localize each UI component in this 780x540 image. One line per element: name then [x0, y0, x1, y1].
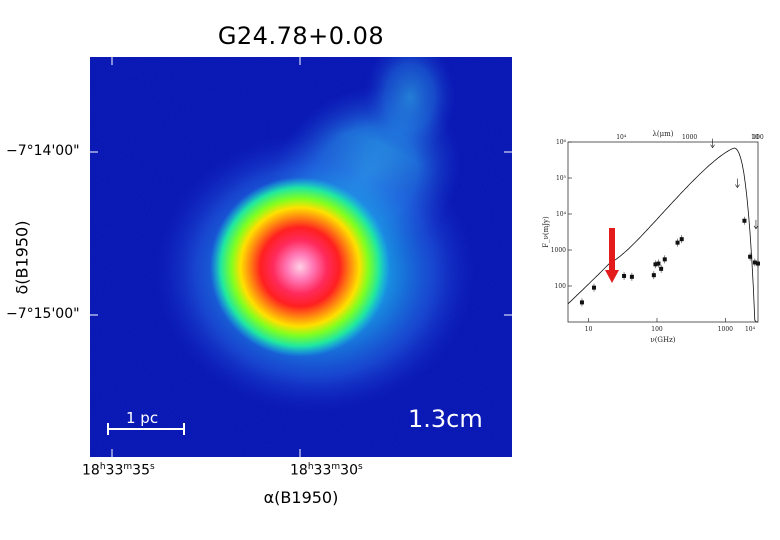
- sed-x-tick-label: 1000: [718, 326, 733, 333]
- sed-y-tick-label: 10⁴: [556, 211, 567, 218]
- ra-axis-label: α(B1950): [263, 488, 339, 507]
- dec-axis-label: δ(B1950): [12, 220, 32, 295]
- sed-top-tick-label: 10⁴: [616, 134, 627, 141]
- map-ticks: [90, 57, 512, 457]
- sed-upper-limit-arrow: [753, 225, 759, 230]
- sed-y-axis-label: F_ν(mJy): [542, 216, 550, 248]
- sed-x-tick-label: 100: [651, 326, 663, 333]
- radio-map: 1 pc 1.3cm: [90, 57, 512, 457]
- sed-x-tick-label: 10⁴: [745, 326, 756, 333]
- sed-top-tick-label: 10: [751, 134, 759, 141]
- figure-title: G24.78+0.08: [217, 22, 385, 50]
- sed-y-tick-label: 100: [555, 283, 567, 290]
- sed-model-curve: [567, 147, 758, 323]
- sed-top-tick-label: 100: [752, 134, 764, 141]
- band-label: 1.3cm: [408, 405, 483, 433]
- ra-tick-2: 18h33m30s: [290, 462, 363, 479]
- sed-top-tick-label: 1000: [682, 134, 697, 141]
- sed-upper-limit-arrow: [710, 144, 715, 149]
- scale-bar: [107, 423, 185, 435]
- highlight-arrow-head: [605, 270, 620, 283]
- sed-y-tick-label: 10⁵: [556, 175, 567, 182]
- sed-plot: 10 100 1000 10⁴ 100 1000 10⁴ 10⁵ 10⁶ 10⁴ 1000 100 10…: [536, 128, 776, 368]
- dec-tick-1: −7°14'00": [6, 143, 80, 159]
- dec-tick-2: −7°15'00": [6, 306, 80, 322]
- sed-y-tick-label: 10⁶: [556, 139, 567, 146]
- sed-x-tick-label: 10: [585, 326, 593, 333]
- sed-upper-limit-arrow: [735, 184, 740, 189]
- sed-y-tick-label: 1000: [551, 247, 566, 254]
- sed-frame: [567, 141, 759, 323]
- ra-tick-1: 18h33m35s: [82, 462, 155, 479]
- radio-map-image: 1 pc 1.3cm: [90, 57, 512, 457]
- sed-top-axis-label: λ(μm): [652, 130, 673, 138]
- sed-x-axis-label: ν(GHz): [650, 336, 675, 344]
- scale-bar-label: 1 pc: [126, 409, 158, 427]
- highlight-arrow-shaft: [609, 228, 616, 270]
